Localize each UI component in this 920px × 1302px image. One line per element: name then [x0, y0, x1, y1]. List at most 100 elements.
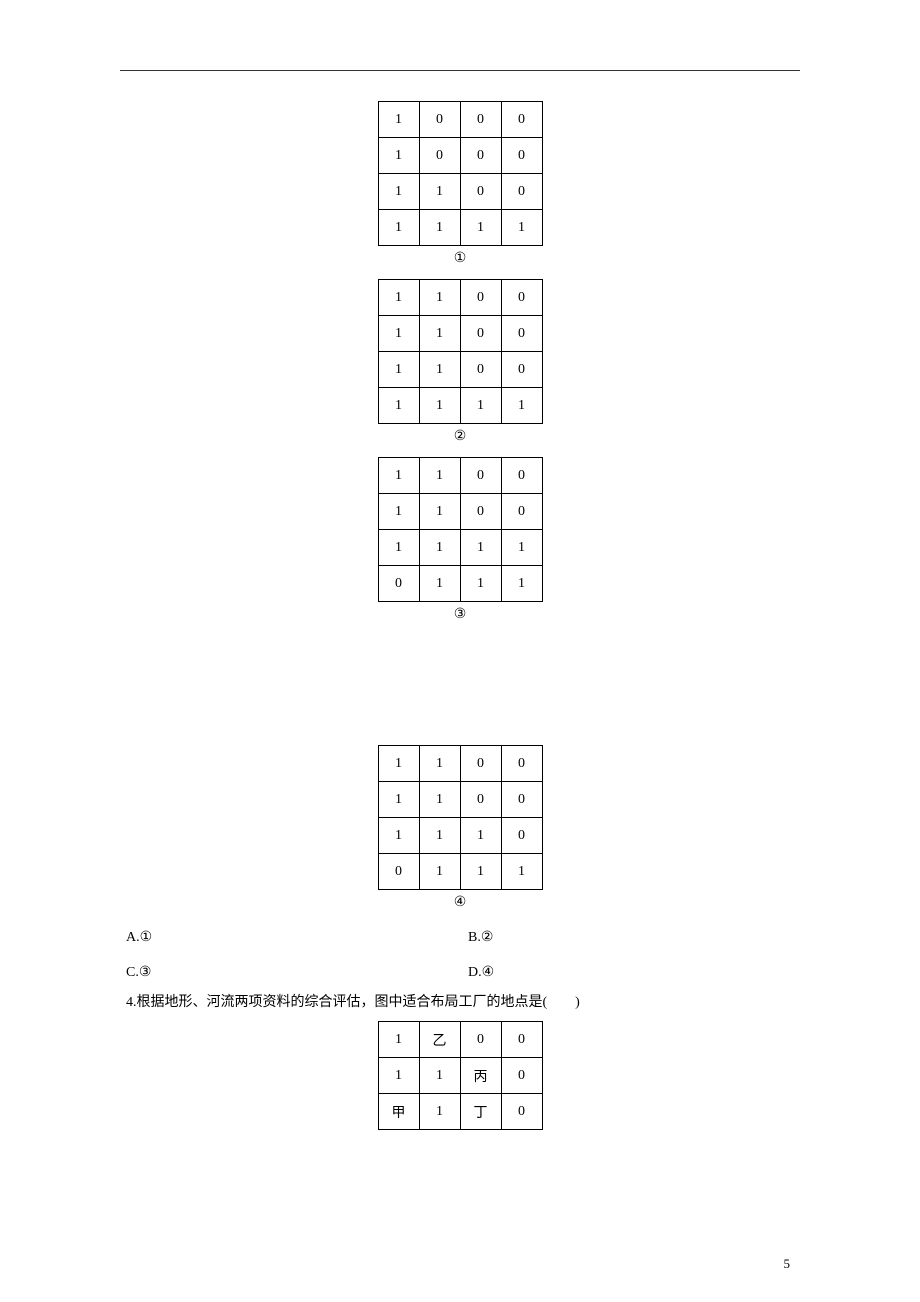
- grid-cell: 0: [378, 854, 419, 890]
- grid-cell: 1: [419, 854, 460, 890]
- options-row-2: C.③ D.④: [120, 964, 800, 981]
- grid-1-block: 1 0 0 0 1 0 0 0 1 1 0 0 1 1 1 1: [120, 101, 800, 267]
- grid-cell: 1: [378, 174, 419, 210]
- grid-cell: 1: [419, 388, 460, 424]
- grid-cell: 1: [419, 1058, 460, 1094]
- grid-cell: 0: [460, 782, 501, 818]
- grid-cell: 1: [501, 210, 542, 246]
- grid-cell: 1: [378, 782, 419, 818]
- grid-cell: 丁: [460, 1094, 501, 1130]
- grid-cell: 1: [419, 210, 460, 246]
- grid-cell: 1: [419, 174, 460, 210]
- grid-cell: 1: [378, 818, 419, 854]
- grid-2-block: 1 1 0 0 1 1 0 0 1 1 0 0 1 1 1 1: [120, 279, 800, 445]
- option-b: B.②: [458, 929, 800, 946]
- grid-cell: 1: [501, 854, 542, 890]
- grid-cell: 1: [419, 566, 460, 602]
- grid-2-table: 1 1 0 0 1 1 0 0 1 1 0 0 1 1 1 1: [378, 279, 543, 424]
- grid-cell: 0: [378, 566, 419, 602]
- grid-4-block: 1 1 0 0 1 1 0 0 1 1 1 0 0 1 1 1: [120, 745, 800, 911]
- grid-cell: 0: [501, 352, 542, 388]
- table-row: 1 乙 0 0: [378, 1022, 542, 1058]
- grid-cell: 0: [501, 458, 542, 494]
- grid-cell: 0: [501, 138, 542, 174]
- grid-cell: 1: [378, 102, 419, 138]
- grid-4-caption: ④: [120, 894, 800, 911]
- table-row: 1 1 1 1: [378, 388, 542, 424]
- table-row: 0 1 1 1: [378, 566, 542, 602]
- table-row: 1 1 0 0: [378, 494, 542, 530]
- grid-cell: 1: [419, 1094, 460, 1130]
- grid-cell: 0: [460, 458, 501, 494]
- grid-cell: 1: [501, 530, 542, 566]
- grid-cell: 0: [501, 174, 542, 210]
- header-rule: [120, 70, 800, 71]
- table-row: 1 1 0 0: [378, 280, 542, 316]
- grid-cell: 0: [501, 818, 542, 854]
- grid-cell: 0: [460, 746, 501, 782]
- table-row: 1 1 1 1: [378, 210, 542, 246]
- grid-cell: 1: [419, 782, 460, 818]
- grid-cell: 0: [460, 102, 501, 138]
- grid-cell: 1: [378, 1022, 419, 1058]
- grid-cell: 0: [460, 316, 501, 352]
- grid-cell: 乙: [419, 1022, 460, 1058]
- option-a: A.①: [120, 929, 458, 946]
- option-c: C.③: [120, 964, 458, 981]
- grid-cell: 1: [501, 566, 542, 602]
- grid-cell: 1: [378, 388, 419, 424]
- options-row-1: A.① B.②: [120, 929, 800, 946]
- table-row: 1 1 0 0: [378, 352, 542, 388]
- grid-cell: 1: [378, 280, 419, 316]
- table-row: 甲 1 丁 0: [378, 1094, 542, 1130]
- grid-cell: 丙: [460, 1058, 501, 1094]
- grid-cell: 1: [419, 746, 460, 782]
- grid-cell: 0: [501, 1022, 542, 1058]
- grid-cell: 1: [419, 280, 460, 316]
- grid-3-block: 1 1 0 0 1 1 0 0 1 1 1 1 0 1 1 1: [120, 457, 800, 623]
- grid-cell: 1: [460, 854, 501, 890]
- table-row: 1 0 0 0: [378, 102, 542, 138]
- grid-cell: 1: [378, 494, 419, 530]
- grid-cell: 0: [460, 1022, 501, 1058]
- table-row: 1 1 0 0: [378, 458, 542, 494]
- table-row: 0 1 1 1: [378, 854, 542, 890]
- grid-2-caption: ②: [120, 428, 800, 445]
- grid-cell: 0: [501, 102, 542, 138]
- grid-cell: 甲: [378, 1094, 419, 1130]
- grid-1-table: 1 0 0 0 1 0 0 0 1 1 0 0 1 1 1 1: [378, 101, 543, 246]
- grid-cell: 1: [378, 210, 419, 246]
- grid-3-table: 1 1 0 0 1 1 0 0 1 1 1 1 0 1 1 1: [378, 457, 543, 602]
- grid-5-table: 1 乙 0 0 1 1 丙 0 甲 1 丁 0: [378, 1021, 543, 1130]
- grid-cell: 1: [460, 530, 501, 566]
- grid-cell: 0: [419, 102, 460, 138]
- grid-1-caption: ①: [120, 250, 800, 267]
- grid-cell: 0: [501, 494, 542, 530]
- grid-cell: 1: [378, 530, 419, 566]
- vertical-gap: [120, 635, 800, 745]
- grid-cell: 0: [501, 316, 542, 352]
- table-row: 1 1 0 0: [378, 174, 542, 210]
- grid-cell: 0: [460, 280, 501, 316]
- grid-cell: 1: [378, 352, 419, 388]
- page-content: 1 0 0 0 1 0 0 0 1 1 0 0 1 1 1 1: [120, 70, 800, 1138]
- grid-cell: 0: [419, 138, 460, 174]
- grid-cell: 1: [378, 138, 419, 174]
- grid-cell: 1: [460, 210, 501, 246]
- grid-cell: 0: [460, 494, 501, 530]
- grid-5-block: 1 乙 0 0 1 1 丙 0 甲 1 丁 0: [120, 1021, 800, 1130]
- grid-4-table: 1 1 0 0 1 1 0 0 1 1 1 0 0 1 1 1: [378, 745, 543, 890]
- grid-cell: 1: [419, 316, 460, 352]
- table-row: 1 1 0 0: [378, 316, 542, 352]
- grid-cell: 1: [378, 458, 419, 494]
- table-row: 1 1 丙 0: [378, 1058, 542, 1094]
- grid-cell: 1: [501, 388, 542, 424]
- grid-cell: 1: [460, 388, 501, 424]
- table-row: 1 1 1 0: [378, 818, 542, 854]
- grid-cell: 0: [460, 138, 501, 174]
- grid-cell: 1: [460, 818, 501, 854]
- grid-3-caption: ③: [120, 606, 800, 623]
- grid-cell: 0: [501, 280, 542, 316]
- grid-cell: 1: [419, 530, 460, 566]
- grid-cell: 0: [501, 746, 542, 782]
